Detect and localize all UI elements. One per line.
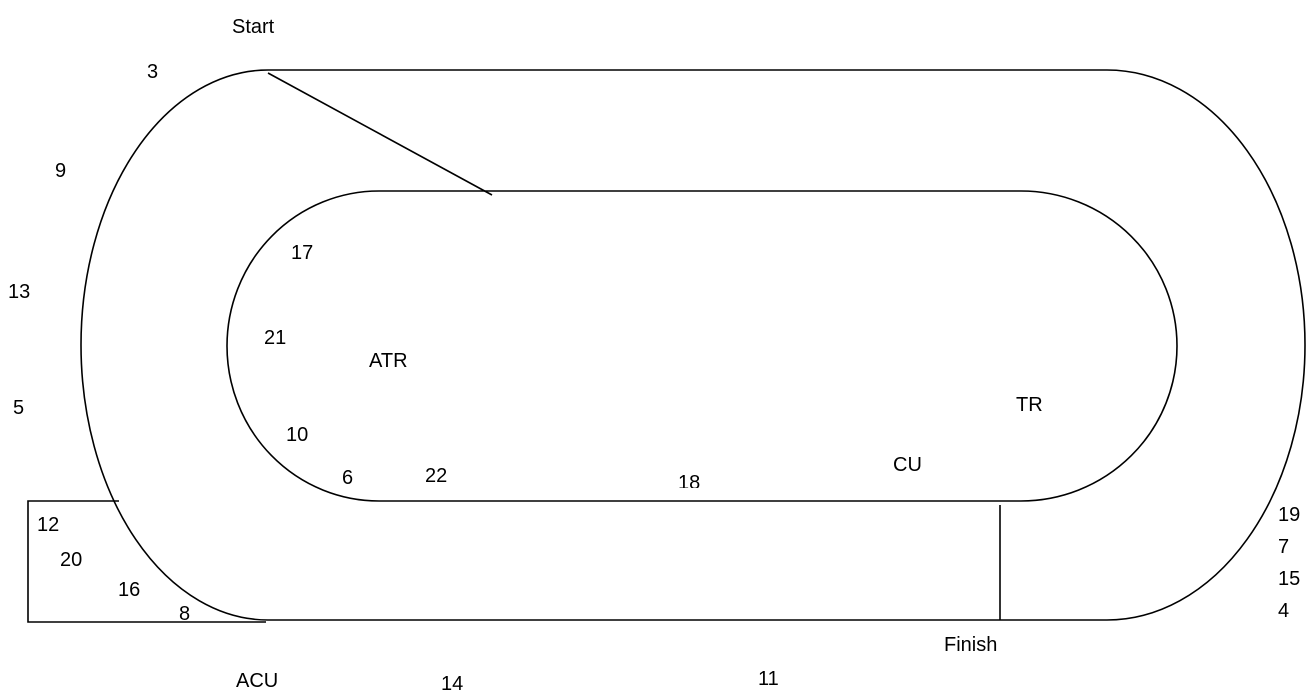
number-22: 22: [425, 465, 448, 487]
number-21: 21: [264, 327, 287, 349]
number-7: 7: [1278, 536, 1290, 558]
number-6: 6: [342, 467, 354, 489]
number-19: 19: [1278, 504, 1301, 526]
number-11: 11: [758, 668, 779, 690]
number-3: 3: [147, 61, 159, 83]
number-10: 10: [286, 424, 309, 446]
number-9: 9: [55, 160, 67, 182]
acu-label: ACU: [236, 670, 279, 692]
number-12: 12: [37, 514, 60, 536]
number-14: 14: [441, 673, 464, 695]
inner-track: [226, 190, 1178, 502]
outer-track: [80, 69, 1306, 621]
number-17: 17: [291, 242, 314, 264]
number-13: 13: [8, 281, 31, 303]
number-4: 4: [1278, 600, 1290, 622]
number-20: 20: [60, 549, 83, 571]
number-8: 8: [179, 604, 191, 620]
tr-label: TR: [1016, 394, 1043, 416]
atr-label: ATR: [369, 350, 408, 372]
number-18: 18: [678, 473, 701, 488]
number-16: 16: [118, 579, 141, 601]
start-line: [267, 72, 493, 196]
number-5: 5: [13, 397, 25, 419]
number-15: 15: [1278, 568, 1301, 590]
start-label: Start: [232, 16, 275, 38]
finish-label: Finish: [944, 634, 998, 656]
cu-label: CU: [893, 454, 922, 476]
acu-box: [27, 500, 266, 623]
